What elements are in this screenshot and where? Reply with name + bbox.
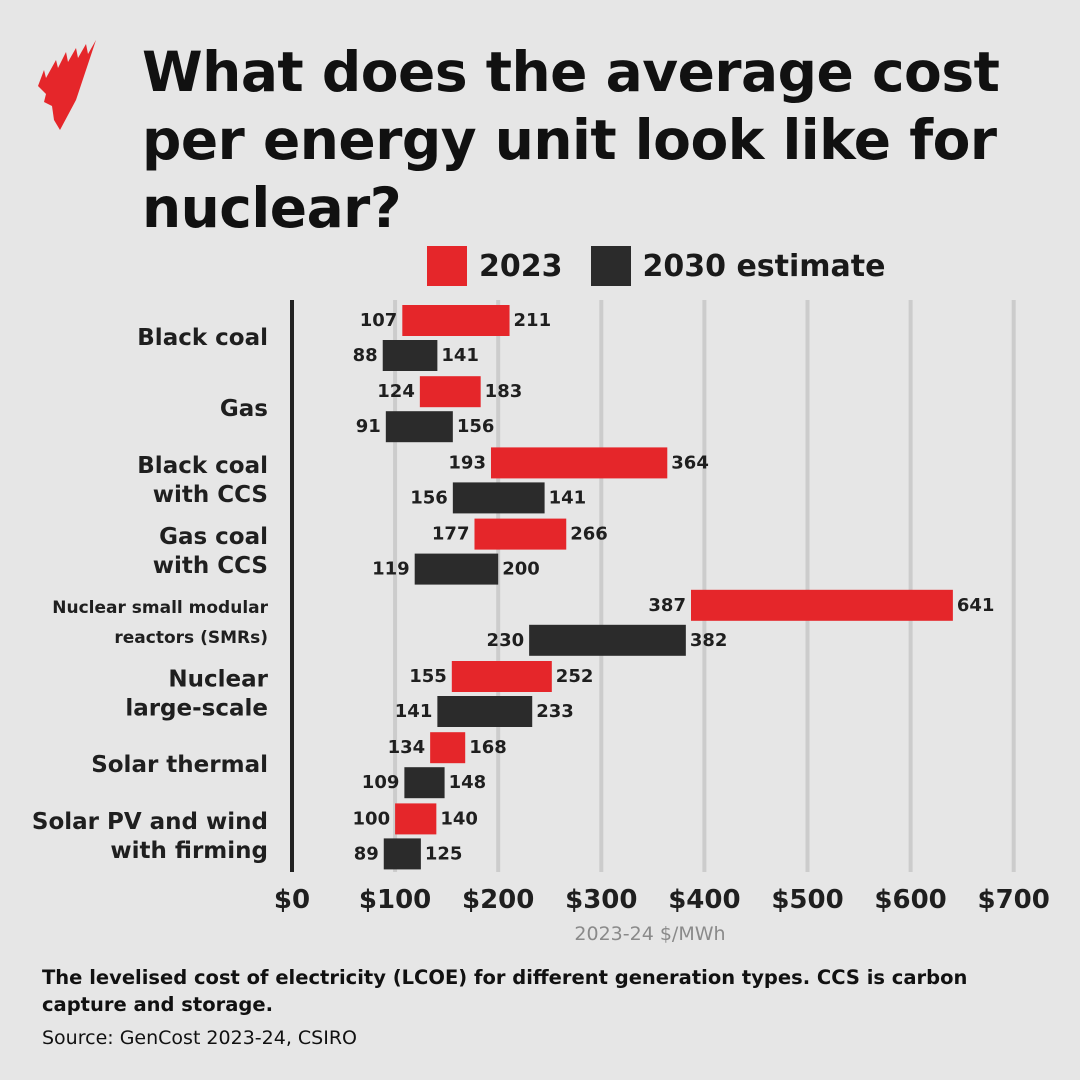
category-label: Gas bbox=[220, 396, 268, 422]
value-label-high: 382 bbox=[690, 630, 728, 651]
value-label-high: 211 bbox=[514, 310, 552, 331]
value-label-low: 91 bbox=[356, 416, 381, 437]
category-label: with CCS bbox=[153, 482, 268, 508]
x-axis-label: 2023-24 $/MWh bbox=[574, 923, 725, 945]
legend-swatch-2030 bbox=[590, 246, 631, 286]
bar-2030 bbox=[452, 482, 545, 514]
value-label-low: 177 bbox=[432, 524, 470, 545]
x-tick-label: $700 bbox=[978, 885, 1050, 915]
category-label: large-scale bbox=[125, 696, 268, 722]
page-title: What does the average cost per energy un… bbox=[142, 40, 1000, 240]
value-label-high: 200 bbox=[502, 559, 540, 580]
legend-label: 2023 bbox=[479, 248, 563, 284]
x-tick-label: $600 bbox=[874, 885, 946, 915]
bar-2023 bbox=[430, 732, 466, 764]
value-label-low: 387 bbox=[648, 595, 686, 616]
legend-item-2030: 2030 estimate bbox=[590, 246, 886, 286]
bar-2023 bbox=[402, 305, 510, 336]
category-label: reactors (SMRs) bbox=[114, 628, 268, 648]
category-label: Black coal bbox=[137, 325, 268, 351]
legend-item-2023: 2023 bbox=[427, 246, 563, 286]
value-label-low: 119 bbox=[372, 559, 410, 580]
category-label: Black coal bbox=[137, 453, 268, 479]
value-label-high: 156 bbox=[457, 416, 495, 437]
value-label-high: 233 bbox=[536, 701, 574, 722]
value-label-low: 88 bbox=[353, 345, 378, 366]
bar-2023 bbox=[395, 803, 437, 835]
x-tick-label: $400 bbox=[668, 885, 740, 915]
category-label: Nuclear bbox=[168, 667, 268, 693]
value-label-low: 230 bbox=[487, 630, 525, 651]
bar-2030 bbox=[385, 411, 453, 443]
category-label: Gas coal bbox=[159, 524, 268, 550]
value-label-low: 155 bbox=[409, 666, 447, 687]
legend-swatch-2023 bbox=[427, 246, 467, 286]
chart-source: Source: GenCost 2023-24, CSIRO bbox=[42, 1027, 357, 1049]
value-label-high: 266 bbox=[570, 524, 608, 545]
value-label-low: 89 bbox=[354, 843, 379, 864]
value-label-high: 641 bbox=[957, 595, 995, 616]
value-label-high: 148 bbox=[449, 772, 487, 793]
x-tick-label: $300 bbox=[565, 885, 637, 915]
category-label: Solar PV and wind bbox=[32, 809, 268, 835]
bar-2023 bbox=[490, 447, 668, 479]
x-tick-label: $100 bbox=[359, 885, 431, 915]
bar-2023 bbox=[451, 661, 552, 692]
bar-2030 bbox=[383, 838, 421, 870]
category-label: Nuclear small modular bbox=[52, 598, 268, 618]
value-label-low: 134 bbox=[388, 737, 426, 758]
value-label-low: 124 bbox=[377, 381, 415, 402]
x-tick-label: $500 bbox=[771, 885, 843, 915]
value-label-high: 364 bbox=[671, 452, 709, 473]
value-label-high: 183 bbox=[485, 381, 523, 402]
value-label-low: 193 bbox=[448, 452, 486, 473]
value-label-high: 141 bbox=[441, 345, 479, 366]
bar-2030 bbox=[404, 767, 445, 799]
category-label: Solar thermal bbox=[91, 752, 268, 778]
value-label-high: 125 bbox=[425, 843, 463, 864]
value-label-low: 100 bbox=[353, 808, 391, 829]
value-label-low: 107 bbox=[360, 310, 398, 331]
bar-2030 bbox=[529, 624, 686, 656]
x-tick-label: $0 bbox=[274, 885, 310, 915]
value-label-high: 140 bbox=[440, 808, 478, 829]
x-tick-label: $200 bbox=[462, 885, 534, 915]
category-label: with firming bbox=[110, 838, 268, 864]
bar-2023 bbox=[419, 376, 481, 408]
value-label-low: 109 bbox=[362, 772, 400, 793]
value-label-high: 252 bbox=[556, 666, 594, 687]
value-label-low: 156 bbox=[410, 487, 448, 508]
bar-2023 bbox=[690, 589, 953, 621]
value-label-low: 141 bbox=[395, 701, 433, 722]
value-label-high: 141 bbox=[549, 487, 587, 508]
legend: 2023 2030 estimate bbox=[427, 246, 913, 286]
category-label: with CCS bbox=[153, 553, 268, 579]
bar-2030 bbox=[437, 696, 533, 727]
legend-label: 2030 estimate bbox=[642, 248, 886, 284]
bar-2030 bbox=[382, 340, 438, 371]
bar-2030 bbox=[414, 553, 499, 585]
sbs-logo bbox=[38, 40, 96, 130]
value-label-high: 168 bbox=[469, 737, 507, 758]
bar-2023 bbox=[474, 518, 567, 550]
chart-caption: The levelised cost of electricity (LCOE)… bbox=[42, 966, 968, 1016]
